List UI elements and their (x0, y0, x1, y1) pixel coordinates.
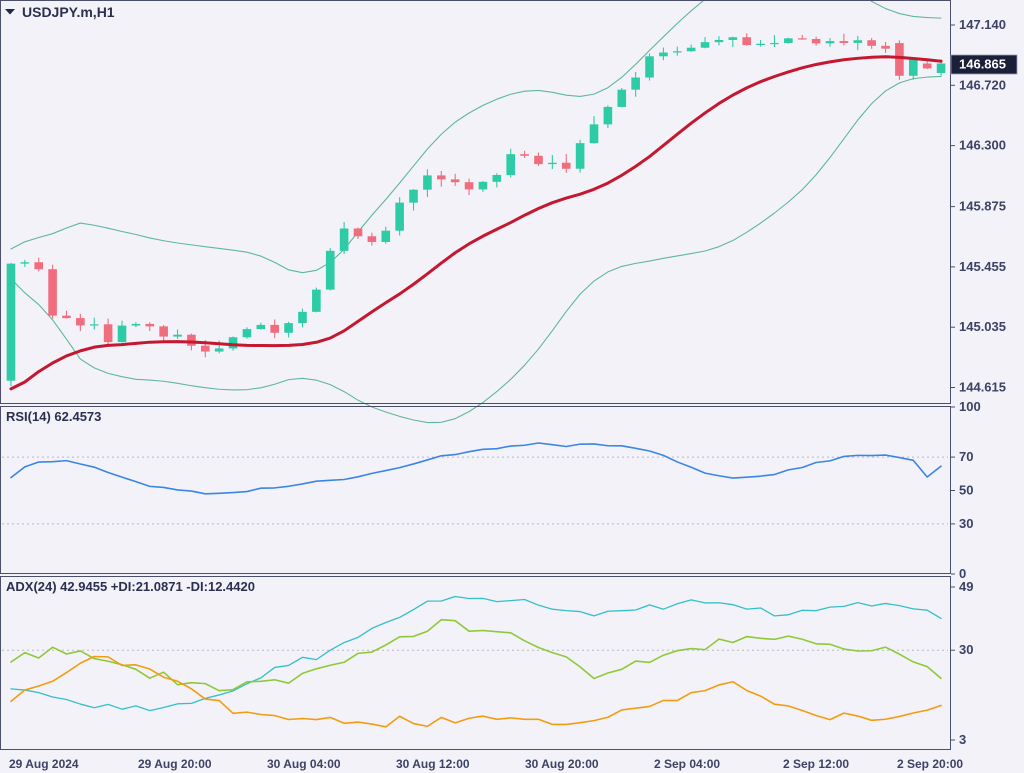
svg-text:2 Sep 20:00: 2 Sep 20:00 (897, 757, 963, 771)
svg-text:147.140: 147.140 (959, 17, 1006, 32)
svg-text:70: 70 (959, 449, 973, 464)
svg-text:146.300: 146.300 (959, 138, 1006, 153)
svg-text:145.875: 145.875 (959, 199, 1006, 214)
svg-text:2 Sep 04:00: 2 Sep 04:00 (654, 757, 720, 771)
svg-text:100: 100 (959, 399, 981, 414)
svg-text:RSI(14) 62.4573: RSI(14) 62.4573 (6, 409, 101, 424)
svg-text:30 Aug 04:00: 30 Aug 04:00 (267, 757, 341, 771)
svg-text:145.455: 145.455 (959, 259, 1006, 274)
svg-text:146.865: 146.865 (959, 57, 1006, 72)
svg-text:30: 30 (959, 516, 973, 531)
svg-text:30 Aug 20:00: 30 Aug 20:00 (525, 757, 599, 771)
svg-text:2 Sep 12:00: 2 Sep 12:00 (783, 757, 849, 771)
svg-text:49: 49 (959, 579, 973, 594)
svg-text:30: 30 (959, 642, 973, 657)
svg-text:USDJPY.m,H1: USDJPY.m,H1 (22, 4, 115, 20)
svg-text:ADX(24) 42.9455 +DI:21.0871 -D: ADX(24) 42.9455 +DI:21.0871 -DI:12.4420 (6, 579, 255, 594)
svg-text:29 Aug 2024: 29 Aug 2024 (9, 757, 79, 771)
svg-text:30 Aug 12:00: 30 Aug 12:00 (396, 757, 470, 771)
svg-text:50: 50 (959, 483, 973, 498)
svg-text:3: 3 (959, 732, 966, 747)
svg-text:145.035: 145.035 (959, 319, 1006, 334)
svg-text:29 Aug 20:00: 29 Aug 20:00 (138, 757, 212, 771)
svg-text:146.720: 146.720 (959, 77, 1006, 92)
svg-text:144.615: 144.615 (959, 380, 1006, 395)
